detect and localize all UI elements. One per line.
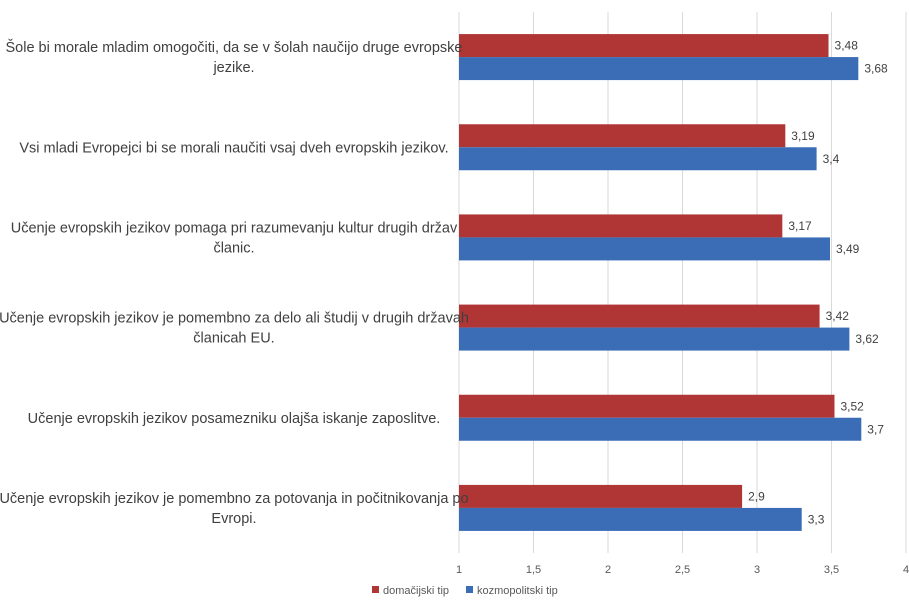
x-tick-label: 3,5 bbox=[824, 564, 839, 576]
category-label: Šole bi morale mladim omogočiti, da se v… bbox=[6, 39, 463, 56]
data-label: 3,17 bbox=[788, 219, 812, 233]
legend-item: kozmopolitski tip bbox=[466, 585, 558, 597]
category-label: članicah EU. bbox=[193, 331, 274, 347]
bar-domacijski bbox=[459, 124, 786, 148]
legend-label: kozmopolitski tip bbox=[477, 585, 558, 597]
bar-domacijski bbox=[459, 484, 743, 508]
value-labels: 3,48 3,68 3,19 3,4 3,17 3,49 3,42 3,62 3,523,7 2,… bbox=[748, 39, 888, 527]
category-label: Učenje evropskih jezikov je pomembno za … bbox=[0, 491, 469, 507]
legend-item: domačijski tip bbox=[372, 585, 449, 597]
bar-domacijski bbox=[459, 34, 829, 58]
bar-kozmopolitski bbox=[459, 57, 859, 81]
x-tick-label: 1 bbox=[456, 564, 462, 576]
category-label: Učenje evropskih jezikov posamezniku ola… bbox=[28, 411, 441, 427]
category-label: Učenje evropskih jezikov pomaga pri razu… bbox=[11, 220, 458, 236]
x-tick-label: 4 bbox=[903, 564, 909, 576]
data-label: 3,68 bbox=[864, 62, 888, 76]
legend-swatch bbox=[466, 586, 473, 593]
legend-label: domačijski tip bbox=[383, 585, 449, 597]
data-label: 3,52 bbox=[840, 399, 864, 413]
category-labels: Šole bi morale mladim omogočiti, da se v… bbox=[0, 39, 469, 527]
bar-kozmopolitski bbox=[459, 417, 862, 441]
data-label: 2,9 bbox=[748, 489, 765, 503]
bar-kozmopolitski bbox=[459, 237, 831, 261]
x-tick-label: 3 bbox=[754, 564, 760, 576]
data-label: 3,42 bbox=[826, 309, 850, 323]
bar-domacijski bbox=[459, 304, 820, 328]
legend-swatch bbox=[372, 586, 379, 593]
bar-domacijski bbox=[459, 394, 835, 418]
data-label: 3,49 bbox=[836, 242, 860, 256]
category-label: Vsi mladi Evropejci bi se morali naučiti… bbox=[19, 140, 448, 156]
category-label: Evropi. bbox=[211, 511, 256, 527]
category-label: Učenje evropskih jezikov je pomembno za … bbox=[0, 311, 469, 327]
data-label: 3,3 bbox=[808, 512, 825, 526]
legend: domačijski tip kozmopolitski tip bbox=[372, 585, 558, 597]
x-tick-label: 2 bbox=[605, 564, 611, 576]
x-axis-tick-labels: 1 1,5 2 2,5 3 3,5 4 bbox=[456, 564, 909, 576]
bar-kozmopolitski bbox=[459, 327, 850, 351]
bar-kozmopolitski bbox=[459, 147, 817, 171]
data-label: 3,19 bbox=[791, 129, 815, 143]
category-label: članic. bbox=[213, 240, 254, 256]
category-label: jezike. bbox=[212, 60, 254, 76]
bars bbox=[459, 34, 862, 531]
data-label: 3,62 bbox=[855, 332, 879, 346]
x-tick-label: 2,5 bbox=[675, 564, 690, 576]
data-label: 3,7 bbox=[867, 422, 884, 436]
data-label: 3,4 bbox=[823, 152, 840, 166]
bar-kozmopolitski bbox=[459, 507, 802, 531]
gridlines bbox=[458, 12, 907, 553]
bar-domacijski bbox=[459, 214, 783, 238]
x-tick-label: 1,5 bbox=[526, 564, 541, 576]
data-label: 3,48 bbox=[835, 39, 859, 53]
